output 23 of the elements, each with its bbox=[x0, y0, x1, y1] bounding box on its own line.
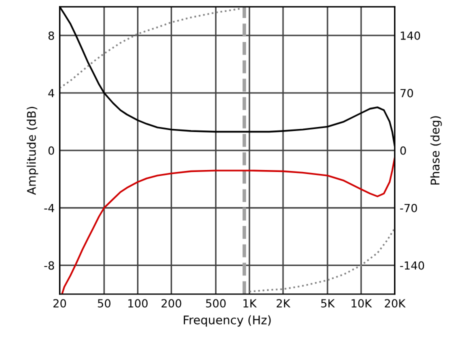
x-tick-label: 200 bbox=[162, 299, 182, 308]
x-tick-label: 5K bbox=[321, 299, 335, 308]
y-axis-title: Amplitude (dB) bbox=[26, 106, 38, 195]
y-tick-label: -8 bbox=[44, 261, 54, 270]
y-tick-label: 4 bbox=[48, 89, 54, 98]
x-tick-label: 500 bbox=[206, 299, 226, 308]
x-tick-label: 20 bbox=[53, 299, 66, 308]
x-tick-label: 10K bbox=[352, 299, 372, 308]
y-tick-label: -4 bbox=[44, 204, 54, 212]
x-tick-label: 2K bbox=[276, 299, 290, 308]
x-axis-title: Frequency (Hz) bbox=[184, 315, 271, 327]
y-tick-label: 8 bbox=[48, 31, 54, 40]
y2-tick-label: 140 bbox=[400, 31, 420, 40]
x-tick-label: 1K bbox=[243, 299, 257, 308]
x-tick-label: 20K bbox=[384, 299, 406, 308]
x-tick-label: 100 bbox=[128, 299, 148, 308]
y2-tick-label: 70 bbox=[400, 88, 413, 98]
x-tick-label: 50 bbox=[98, 299, 110, 308]
y2-tick-label: 0 bbox=[400, 146, 406, 155]
y2-tick-label: -70 bbox=[400, 204, 418, 212]
y2-tick-label: -140 bbox=[400, 261, 424, 270]
y2-axis-title: Phase (deg) bbox=[430, 116, 442, 184]
y-tick-label: 0 bbox=[48, 146, 54, 155]
